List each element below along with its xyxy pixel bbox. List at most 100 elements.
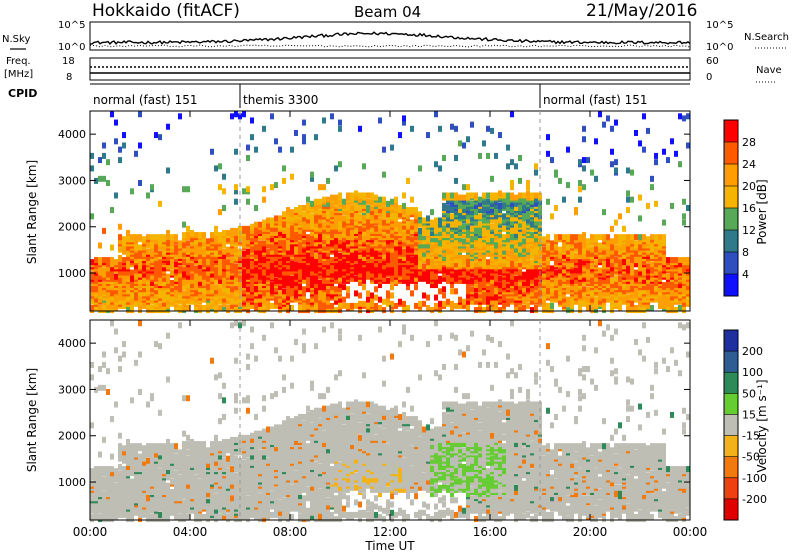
power-cell [458, 219, 462, 226]
power-cell [302, 246, 306, 253]
power-cell [638, 194, 642, 201]
power-cell [558, 271, 562, 278]
power-cell [250, 244, 254, 251]
power-cell [358, 192, 362, 199]
power-cell [630, 263, 634, 270]
power-cell [162, 300, 166, 307]
power-cell [350, 211, 354, 218]
power-cell [218, 244, 222, 251]
power-cell [574, 234, 578, 241]
power-cell [554, 169, 558, 176]
power-cell [522, 238, 526, 245]
power-cell [114, 302, 118, 309]
power-cell [406, 284, 410, 291]
power-cell [102, 257, 106, 264]
power-cell [206, 269, 210, 276]
power-cell [654, 200, 658, 207]
power-cell [538, 248, 542, 255]
power-cell [550, 302, 554, 309]
power-cell [182, 232, 186, 239]
power-cell [314, 252, 318, 259]
power-cell [406, 246, 410, 253]
power-cell [230, 273, 234, 280]
power-cell [594, 296, 598, 303]
power-cell [158, 265, 162, 272]
power-cell [246, 186, 250, 193]
power-cell [610, 302, 614, 309]
power-cell [114, 273, 118, 280]
power-cell [446, 192, 450, 199]
power-cell [530, 286, 534, 293]
power-cell [186, 282, 190, 289]
power-cell [234, 188, 238, 195]
power-cell [230, 302, 234, 309]
power-cell [522, 223, 526, 230]
power-cell [138, 296, 142, 303]
power-cell [446, 298, 450, 305]
power-cell [334, 198, 338, 205]
power-cell [250, 227, 254, 234]
power-cell [522, 279, 526, 286]
power-cell [322, 221, 326, 228]
power-cell [302, 204, 306, 211]
power-cell [154, 307, 158, 314]
power-cell [478, 282, 482, 289]
power-cell [662, 298, 666, 305]
power-cell [146, 234, 150, 241]
power-cell [350, 217, 354, 224]
power-cell [214, 302, 218, 309]
power-cell [462, 184, 466, 191]
power-cell [262, 244, 266, 251]
power-cell [258, 221, 262, 228]
power-cell [134, 242, 138, 249]
nsky-trace [90, 31, 691, 45]
power-cell [582, 165, 586, 172]
power-cell [634, 304, 638, 311]
power-cell [402, 236, 406, 243]
power-cell [610, 265, 614, 272]
power-cell [246, 267, 250, 274]
power-cell [198, 240, 202, 247]
power-cell [350, 204, 354, 211]
power-cell [202, 236, 206, 243]
power-cell [614, 119, 618, 126]
power-cell [618, 234, 622, 241]
power-cell [270, 254, 274, 261]
power-cell [126, 284, 130, 291]
power-cell [162, 275, 166, 282]
power-cell [630, 257, 634, 264]
power-cell [514, 194, 518, 201]
power-cell [634, 292, 638, 299]
power-cell [390, 232, 394, 239]
power-cell [634, 240, 638, 247]
power-cell [662, 148, 666, 155]
power-cell [414, 284, 418, 291]
power-cell [334, 294, 338, 301]
power-cell [282, 273, 286, 280]
power-cell [234, 263, 238, 270]
power-cell [350, 302, 354, 309]
power-cell [182, 250, 186, 257]
power-cell [570, 300, 574, 307]
power-cell [138, 282, 142, 289]
power-cell [282, 244, 286, 251]
power-cell [442, 202, 446, 209]
power-cell [466, 298, 470, 305]
power-cell [506, 192, 510, 199]
power-cell [490, 207, 494, 214]
power-cell [234, 184, 238, 191]
power-cell [142, 290, 146, 297]
power-cell [614, 282, 618, 289]
power-cell [454, 302, 458, 309]
power-cell [242, 250, 246, 257]
power-cell [326, 200, 330, 207]
power-cell [494, 213, 498, 220]
power-cell [458, 302, 462, 309]
power-cell [506, 236, 510, 243]
power-cell [366, 204, 370, 211]
power-cell [466, 223, 470, 230]
power-cell [514, 232, 518, 239]
power-cell [486, 298, 490, 305]
power-cell [590, 250, 594, 257]
power-cell [290, 269, 294, 276]
